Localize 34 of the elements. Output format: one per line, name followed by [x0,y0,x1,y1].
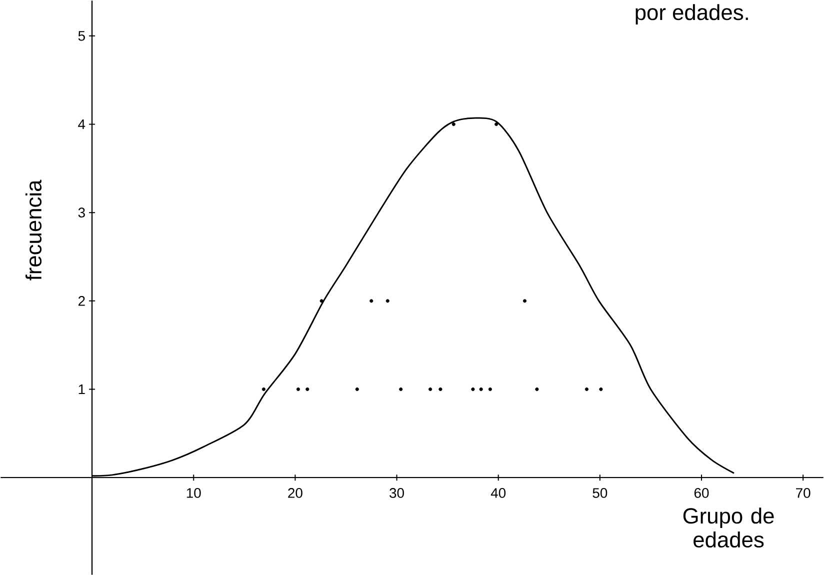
y-tick-label: 5 [78,30,85,41]
point [306,387,310,391]
x-tick-label: 60 [694,488,709,498]
point [522,298,527,303]
point [296,387,300,391]
point [471,387,475,391]
y-tick-label: 1 [78,384,85,394]
point [584,387,589,391]
point [320,298,324,303]
point [535,387,539,391]
point [438,387,442,391]
point [428,387,432,391]
x-tick-label: 40 [490,488,506,498]
x-tick-label: 70 [796,488,810,498]
point [494,122,498,126]
y-axis-title: frecuencia [25,180,42,280]
x-tick-label: 20 [288,488,302,498]
point [488,387,492,391]
point [452,122,456,126]
point [370,298,374,303]
x-tick-label: 50 [592,488,608,498]
point [399,387,403,391]
x-axis-title: Grupo de edades [683,507,774,548]
x-tick-label: 30 [390,488,404,498]
point [599,387,603,391]
x-tick-label: 10 [186,488,201,498]
point [386,298,390,303]
chart-title: por edades. [636,4,748,24]
point [479,387,483,391]
y-tick-label: 2 [78,296,85,306]
point [262,387,266,391]
point [355,387,359,391]
y-tick-label: 3 [78,207,85,218]
y-tick-label: 4 [78,119,86,129]
